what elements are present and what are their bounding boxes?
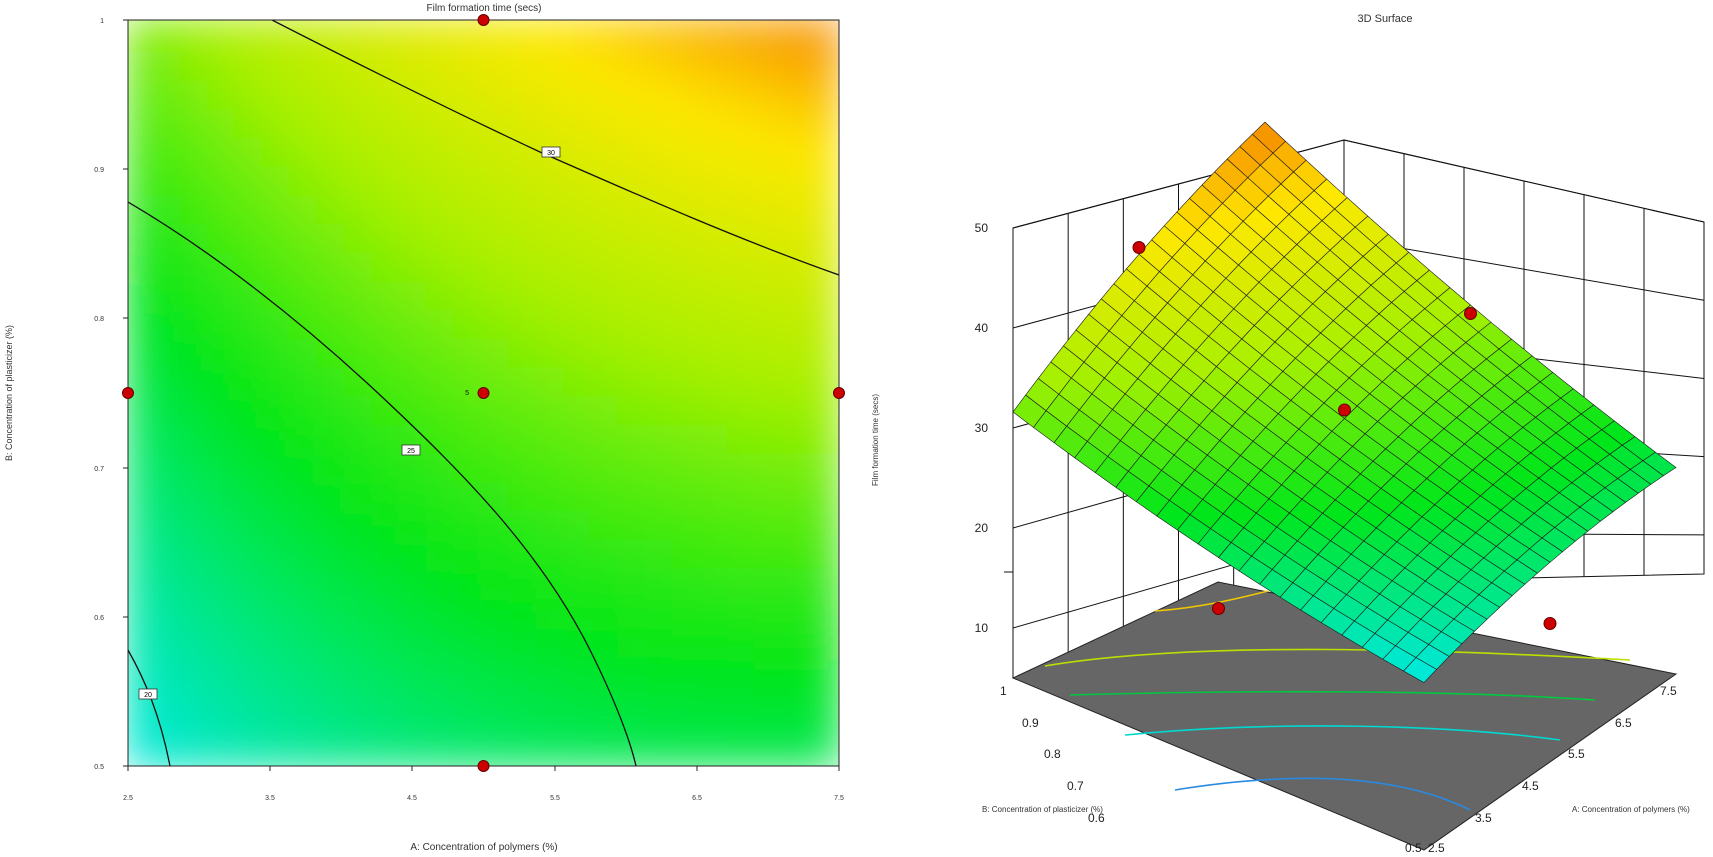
- y-tick-label: 0.8: [94, 316, 104, 323]
- x-axis-label: A: Concentration of polymers (%): [410, 842, 557, 853]
- surface-mesh: [1012, 121, 1677, 683]
- b-tick-label: 0.7: [1067, 779, 1084, 793]
- b-axis-label: B: Concentration of plasticizer (%): [982, 805, 1103, 814]
- surface-design-point: [1132, 241, 1146, 254]
- svg-text:30: 30: [547, 150, 555, 157]
- contour-color-field: [128, 20, 839, 766]
- a-tick-label: 7.5: [1660, 684, 1677, 698]
- contour-label-20: 20: [138, 688, 158, 700]
- svg-text:20: 20: [144, 692, 152, 699]
- contour-line-30: [271, 20, 839, 276]
- surface-title: 3D Surface: [1357, 13, 1412, 25]
- z-axis-ticks: 10 20 30 40 50: [975, 221, 989, 635]
- surface-design-point: [1464, 307, 1477, 320]
- y-tick-label: 0.9: [94, 167, 104, 174]
- b-tick-label: 0.9: [1022, 716, 1039, 730]
- z-tick-label: 50: [975, 221, 989, 235]
- surface-design-point: [1338, 403, 1351, 417]
- center-point-label: 5: [465, 390, 469, 397]
- surface-chart: 3D Surface 10 20 30 40 50 Film formation tim…: [871, 13, 1705, 855]
- z-tick-label: 10: [975, 621, 989, 635]
- contour-label-25: 25: [401, 444, 421, 456]
- x-tick-label: 4.5: [407, 795, 417, 802]
- surface-design-point: [1543, 617, 1557, 630]
- y-tick-label: 0.7: [94, 466, 104, 473]
- z-axis-label: Film formation time (secs): [871, 394, 880, 486]
- x-tick-label: 7.5: [834, 795, 844, 802]
- b-tick-label: 1: [1000, 684, 1007, 698]
- a-tick-label: 5.5: [1568, 747, 1585, 761]
- design-point: [833, 387, 845, 399]
- a-tick-label: 3.5: [1475, 811, 1492, 825]
- design-point: [477, 14, 490, 26]
- y-tick-label: 1: [100, 18, 104, 25]
- contour-line-20: [128, 649, 171, 766]
- design-point: [122, 387, 134, 399]
- design-point: [477, 760, 490, 772]
- z-tick-label: 30: [975, 421, 989, 435]
- contour-title: Film formation time (secs): [426, 3, 541, 14]
- a-tick-label: 2.5: [1428, 841, 1445, 855]
- b-tick-label: 0.8: [1044, 747, 1061, 761]
- z-tick-label: 40: [975, 321, 989, 335]
- y-axis-label: B: Concentration of plasticizer (%): [4, 325, 14, 461]
- svg-text:25: 25: [407, 448, 415, 455]
- surface-floor: [1011, 581, 1678, 851]
- contour-line-25: [128, 201, 637, 766]
- a-axis-label: A: Concentration of polymers (%): [1572, 805, 1690, 814]
- a-tick-label: 6.5: [1615, 716, 1632, 730]
- surface-facet: [1403, 657, 1438, 683]
- y-tick-label: 0.5: [94, 764, 104, 771]
- b-tick-label: 0.5: [1405, 841, 1422, 855]
- b-tick-label: 0.6: [1088, 811, 1105, 825]
- x-tick-label: 6.5: [692, 795, 702, 802]
- contour-label-30: 30: [541, 146, 561, 158]
- design-points: [122, 14, 845, 772]
- x-tick-label: 5.5: [550, 795, 560, 802]
- floor-contours: [1044, 590, 1631, 811]
- a-tick-label: 4.5: [1522, 779, 1539, 793]
- x-tick-label: 3.5: [265, 795, 275, 802]
- surface-design-point: [1212, 602, 1225, 615]
- contour-cell: [808, 20, 839, 52]
- x-tick-label: 2.5: [123, 795, 133, 802]
- wall-grid-line: [1343, 139, 1705, 223]
- y-tick-label: 0.6: [94, 615, 104, 622]
- contour-chart: Film formation time (secs) 30 25 20: [4, 3, 845, 853]
- z-tick-label: 20: [975, 521, 989, 535]
- design-point: [477, 387, 490, 399]
